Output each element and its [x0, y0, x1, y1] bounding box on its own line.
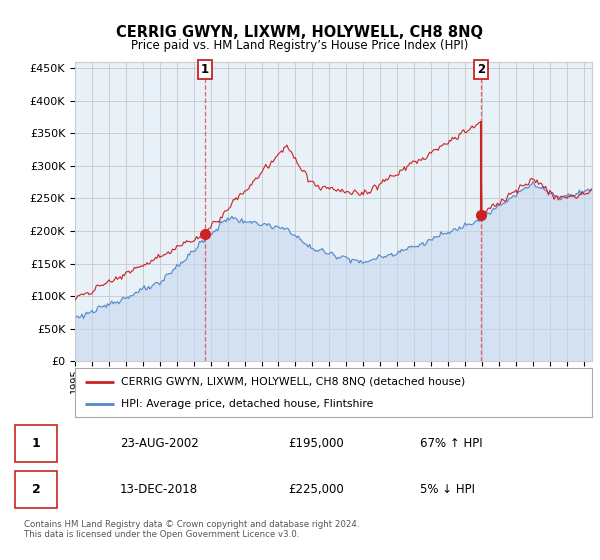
Text: 2: 2 [477, 63, 485, 76]
Text: £195,000: £195,000 [288, 437, 344, 450]
Text: Price paid vs. HM Land Registry’s House Price Index (HPI): Price paid vs. HM Land Registry’s House … [131, 39, 469, 53]
Text: 13-DEC-2018: 13-DEC-2018 [120, 483, 198, 496]
Text: 23-AUG-2002: 23-AUG-2002 [120, 437, 199, 450]
Text: 1: 1 [200, 63, 209, 76]
Text: 1: 1 [32, 437, 40, 450]
FancyBboxPatch shape [15, 471, 57, 508]
Text: 5% ↓ HPI: 5% ↓ HPI [420, 483, 475, 496]
Text: Contains HM Land Registry data © Crown copyright and database right 2024.
This d: Contains HM Land Registry data © Crown c… [24, 520, 359, 539]
Text: CERRIG GWYN, LIXWM, HOLYWELL, CH8 8NQ (detached house): CERRIG GWYN, LIXWM, HOLYWELL, CH8 8NQ (d… [121, 377, 465, 387]
Text: £225,000: £225,000 [288, 483, 344, 496]
FancyBboxPatch shape [15, 424, 57, 461]
Text: HPI: Average price, detached house, Flintshire: HPI: Average price, detached house, Flin… [121, 399, 373, 409]
Text: CERRIG GWYN, LIXWM, HOLYWELL, CH8 8NQ: CERRIG GWYN, LIXWM, HOLYWELL, CH8 8NQ [116, 25, 484, 40]
Text: 67% ↑ HPI: 67% ↑ HPI [420, 437, 482, 450]
Text: 2: 2 [32, 483, 40, 496]
